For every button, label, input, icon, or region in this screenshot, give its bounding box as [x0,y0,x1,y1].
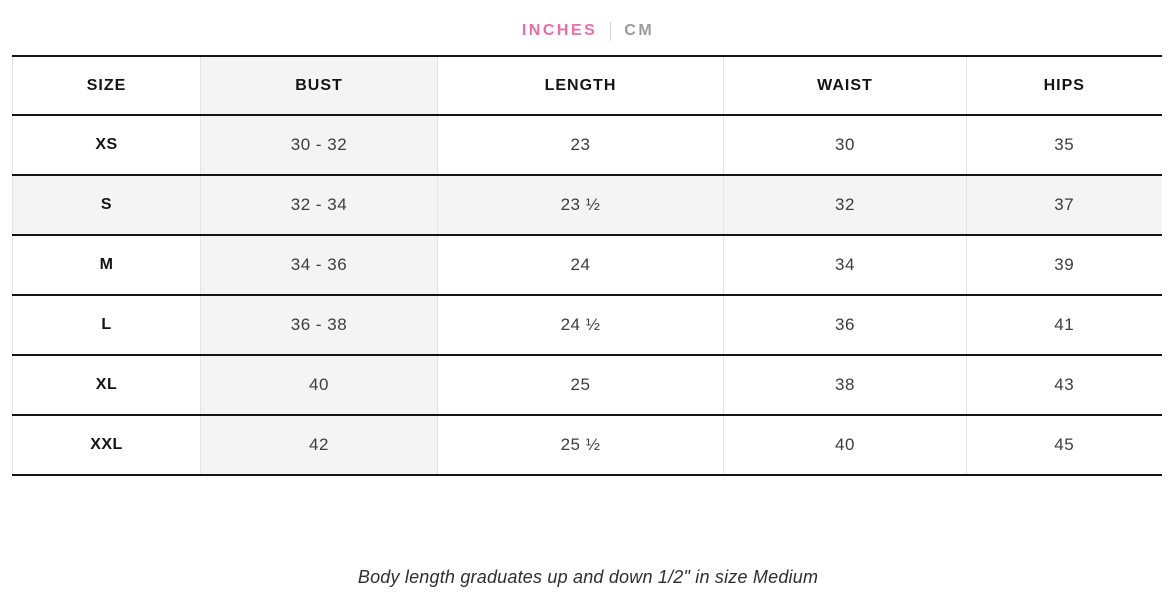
cell-length: 24 ½ [437,295,724,355]
col-header-waist: WAIST [723,56,967,115]
table-row-m: M 34 - 36 24 34 39 [12,235,1162,295]
size-note: Body length graduates up and down 1/2" i… [357,567,819,587]
cell-size: S [12,175,201,235]
table-row-xl: XL 40 25 38 43 [12,355,1162,415]
cell-hips: 39 [966,235,1162,295]
cell-bust: 42 [200,415,438,475]
cell-bust: 30 - 32 [200,115,438,175]
cell-hips: 37 [966,175,1162,235]
cell-bust: 36 - 38 [200,295,438,355]
table-row-s: S 32 - 34 23 ½ 32 37 [12,175,1162,235]
cell-bust: 34 - 36 [200,235,438,295]
cell-bust: 40 [200,355,438,415]
unit-toggle: INCHES CM [0,20,1176,42]
cell-waist: 32 [723,175,967,235]
cell-waist: 34 [723,235,967,295]
cell-waist: 30 [723,115,967,175]
cell-size: XL [12,355,201,415]
cell-hips: 45 [966,415,1162,475]
cell-length: 25 ½ [437,415,724,475]
cell-size: XXL [12,415,201,475]
cell-size: XS [12,115,201,175]
col-header-hips: HIPS [966,56,1162,115]
cell-length: 24 [437,235,724,295]
cell-size: L [12,295,201,355]
tab-cm[interactable]: CM [624,22,655,39]
cell-size: M [12,235,201,295]
cell-length: 23 [437,115,724,175]
table-row-xs: XS 30 - 32 23 30 35 [12,115,1162,175]
cell-waist: 36 [723,295,967,355]
header-row: SIZE BUST LENGTH WAIST HIPS [12,56,1162,115]
cell-waist: 38 [723,355,967,415]
cell-hips: 43 [966,355,1162,415]
cell-hips: 35 [966,115,1162,175]
table-row-xxl: XXL 42 25 ½ 40 45 [12,415,1162,475]
col-header-size: SIZE [12,56,201,115]
cell-length: 25 [437,355,724,415]
size-table-container: SIZE BUST LENGTH WAIST HIPS XS 30 - 32 2… [12,55,1162,476]
cell-waist: 40 [723,415,967,475]
cell-hips: 41 [966,295,1162,355]
table-row-l: L 36 - 38 24 ½ 36 41 [12,295,1162,355]
size-table: SIZE BUST LENGTH WAIST HIPS XS 30 - 32 2… [12,55,1162,476]
cell-length: 23 ½ [437,175,724,235]
tab-inches[interactable]: INCHES [521,22,598,39]
col-header-bust: BUST [200,56,438,115]
cell-bust: 32 - 34 [200,175,438,235]
tab-divider [610,21,612,41]
col-header-length: LENGTH [437,56,724,115]
